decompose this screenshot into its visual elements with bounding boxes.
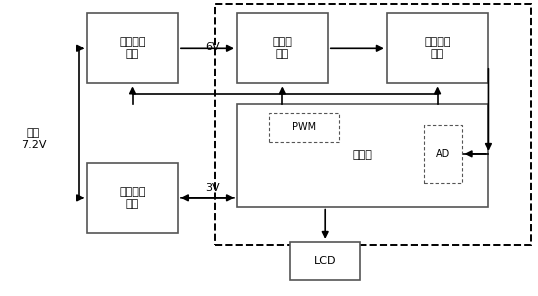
Bar: [87, 163, 178, 233]
Text: 开关稳压
电路: 开关稳压 电路: [119, 38, 146, 59]
Text: 降压转换
电路: 降压转换 电路: [119, 187, 146, 209]
Bar: [291, 242, 360, 280]
Text: LCD: LCD: [314, 256, 336, 266]
Bar: [269, 113, 338, 142]
Text: 信号处理
电路: 信号处理 电路: [424, 38, 451, 59]
Text: 6V: 6V: [206, 42, 220, 52]
Text: PWM: PWM: [292, 123, 316, 133]
Bar: [216, 4, 531, 245]
Bar: [424, 125, 462, 183]
Bar: [237, 104, 489, 207]
Text: 传感器
电路: 传感器 电路: [272, 38, 292, 59]
Text: 3V: 3V: [206, 183, 220, 193]
Bar: [87, 13, 178, 83]
Bar: [387, 13, 489, 83]
Text: 单片机: 单片机: [353, 150, 373, 160]
Bar: [237, 13, 328, 83]
Text: AD: AD: [436, 149, 450, 159]
Text: 电池
7.2V: 电池 7.2V: [21, 128, 46, 150]
